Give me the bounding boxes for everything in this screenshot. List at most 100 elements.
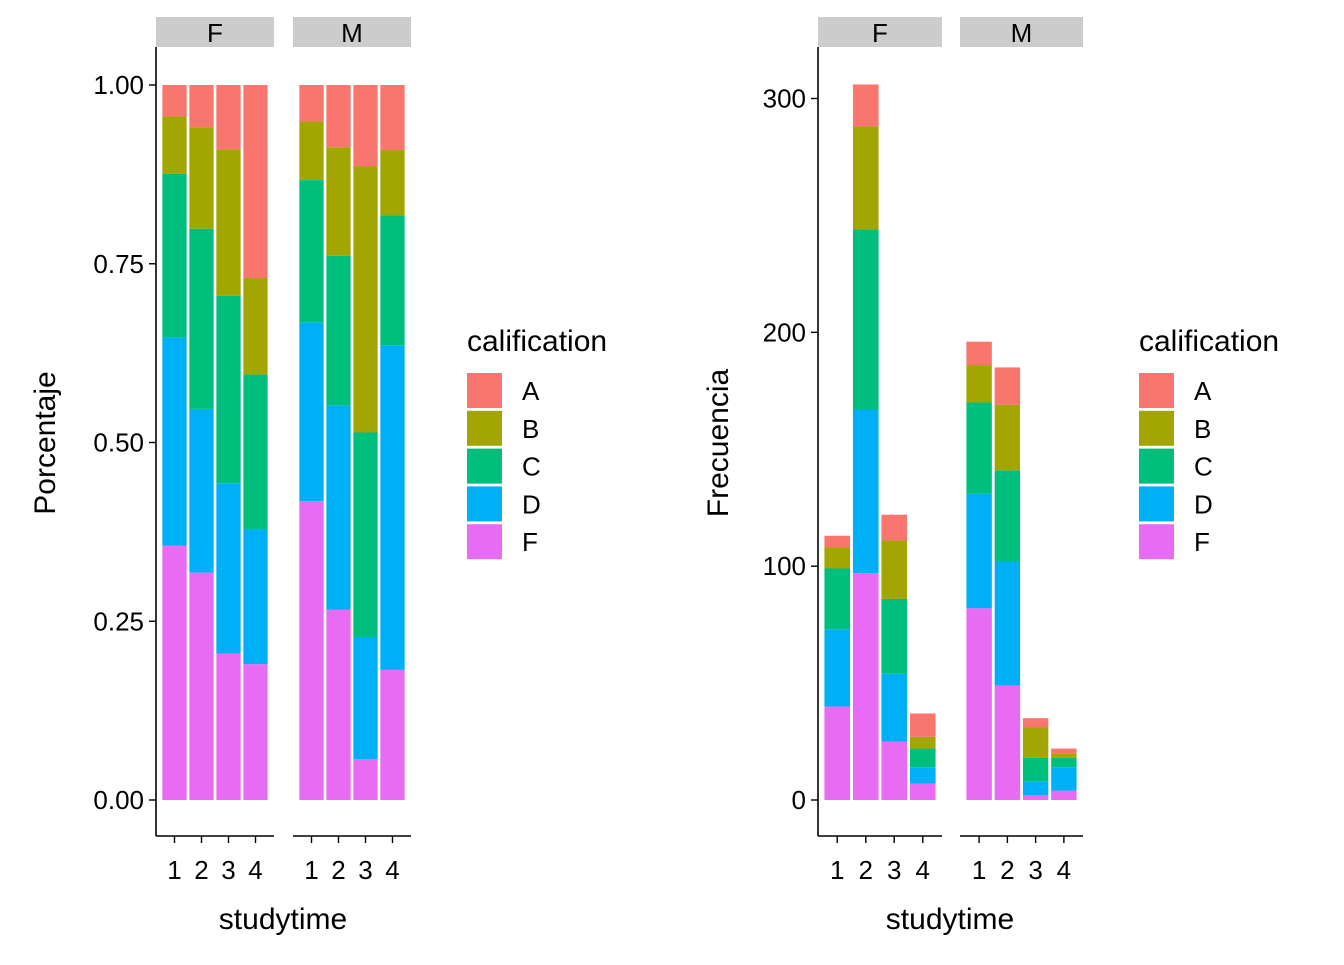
y-tick-label: 0.50: [93, 428, 144, 458]
legend-title: calification: [1139, 325, 1279, 358]
bar-segment-A: [881, 514, 908, 541]
bar-segment-C: [966, 402, 992, 494]
bar-segment-A: [909, 713, 936, 737]
x-tick-label: 2: [1000, 855, 1014, 885]
x-tick-label: 2: [859, 855, 873, 885]
bar-segment-C: [189, 228, 214, 409]
bar-segment-A: [824, 535, 851, 548]
bar-segment-F: [824, 706, 851, 800]
bar-segment-B: [909, 736, 936, 749]
bar-segment-C: [852, 229, 879, 410]
facet-F: F 1 2 3 4: [818, 17, 942, 885]
bar-segment-D: [994, 561, 1021, 686]
legend-key-C: [467, 448, 502, 484]
facet-strip: [156, 17, 274, 47]
bar-segment-F: [966, 608, 992, 800]
bar-segment-B: [966, 365, 992, 403]
bar-segment-A: [1022, 718, 1049, 728]
x-tick-label: 4: [1057, 855, 1071, 885]
legend-label-D: D: [1194, 489, 1213, 519]
legend-label-A: A: [1194, 376, 1212, 406]
bar-segment-B: [353, 166, 378, 433]
bar-segment-B: [852, 126, 879, 230]
x-axis-title: studytime: [219, 903, 347, 936]
bar-segment-A: [243, 85, 268, 279]
x-tick-label: 2: [331, 855, 345, 885]
bar-segment-B: [994, 404, 1021, 471]
x-tick-label: 2: [194, 855, 208, 885]
y-axis-title: Frecuencia: [702, 368, 735, 517]
x-tick-label: 3: [358, 855, 372, 885]
bar-segment-A: [1051, 748, 1077, 754]
bar-segment-B: [881, 540, 908, 599]
y-tick-label: 300: [763, 84, 806, 114]
legend-key-D: [467, 486, 502, 522]
bar-segment-D: [353, 636, 378, 760]
x-tick-label: 4: [916, 855, 930, 885]
bar-segment-C: [162, 173, 187, 338]
bar-segment-D: [1051, 767, 1077, 791]
facet-strip-label: F: [207, 18, 223, 48]
bar-segment-D: [824, 629, 851, 707]
x-tick-label: 4: [385, 855, 399, 885]
bar-segment-F: [881, 741, 908, 800]
bar-segment-D: [162, 337, 187, 546]
legend-label-C: C: [1194, 452, 1213, 482]
bar-segment-B: [189, 127, 214, 229]
bar-segment-B: [380, 150, 405, 216]
x-tick-label: 1: [972, 855, 986, 885]
bar-segment-C: [353, 432, 378, 637]
bar-segment-A: [299, 85, 324, 122]
bar-segment-F: [1051, 790, 1077, 800]
legend-key-C: [1139, 448, 1174, 484]
legend-label-B: B: [522, 414, 539, 444]
bar-segment-A: [966, 341, 992, 366]
bar-segment-F: [162, 545, 187, 800]
legend-label-F: F: [522, 527, 538, 557]
bar-segment-F: [216, 653, 241, 800]
bar-segment-F: [353, 759, 378, 800]
facet-strip: [960, 17, 1083, 47]
x-tick-label: 1: [304, 855, 318, 885]
legend-key-A: [1139, 373, 1174, 408]
bar-segment-A: [852, 84, 879, 127]
bar-segment-C: [909, 748, 936, 768]
bar-segment-A: [216, 85, 241, 150]
bar-segment-B: [299, 121, 324, 181]
legend-key-D: [1139, 486, 1174, 522]
bar-segment-B: [1051, 753, 1077, 758]
bar-segment-C: [1022, 757, 1049, 782]
bar-segment-F: [1022, 795, 1049, 800]
bar-segment-B: [162, 116, 187, 174]
y-tick-label: 0.00: [93, 785, 144, 815]
facet-strip-label: F: [872, 18, 888, 48]
legend-label-C: C: [522, 452, 541, 482]
bar-segment-B: [1022, 727, 1049, 758]
bar-segment-F: [243, 664, 268, 800]
bar-segment-C: [881, 598, 908, 674]
x-axis-title: studytime: [886, 903, 1014, 936]
x-tick-label: 1: [167, 855, 181, 885]
x-tick-label: 3: [887, 855, 901, 885]
x-tick-label: 4: [248, 855, 262, 885]
bar-segment-D: [189, 408, 214, 573]
bar-segment-D: [299, 322, 324, 502]
bar-segment-C: [243, 374, 268, 530]
bar-segment-F: [326, 609, 351, 800]
x-tick-label: 1: [830, 855, 844, 885]
bar-segment-C: [1051, 757, 1077, 768]
bar-segment-F: [909, 783, 936, 800]
legend-label-A: A: [522, 376, 540, 406]
bar-segment-D: [1022, 781, 1049, 796]
legend-label-B: B: [1194, 414, 1211, 444]
legend-label-D: D: [522, 489, 541, 519]
legend-key-A: [467, 373, 502, 408]
bar-segment-F: [380, 669, 405, 800]
bar-segment-A: [380, 85, 405, 151]
bar-segment-B: [243, 278, 268, 375]
bar-segment-C: [994, 470, 1021, 562]
